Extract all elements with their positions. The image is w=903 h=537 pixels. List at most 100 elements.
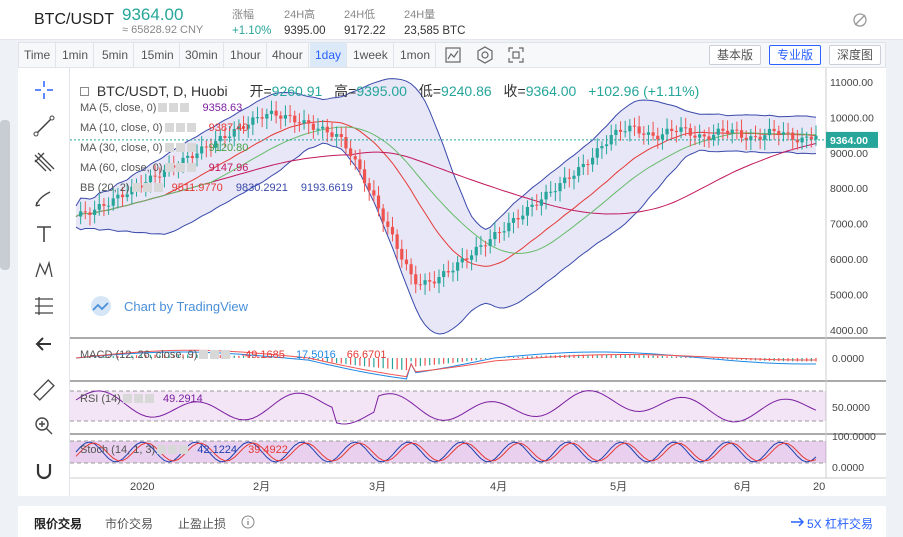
tf-4hour[interactable]: 4hour xyxy=(267,43,309,67)
rsi-legend[interactable]: RSI (14) 49.2914 xyxy=(80,393,203,405)
ma30-legend[interactable]: MA (30, close, 0) 9120.80 xyxy=(80,142,248,154)
tf-1day[interactable]: 1day xyxy=(310,43,348,67)
leverage-icon xyxy=(791,517,804,527)
stat-change: 涨幅 +1.10% xyxy=(232,6,271,37)
stat-high: 24H高 9395.00 xyxy=(284,6,326,37)
magnet-icon[interactable] xyxy=(32,460,56,484)
tf-30min[interactable]: 30min xyxy=(180,43,224,67)
chart-type-icon[interactable] xyxy=(443,45,463,65)
candle-body xyxy=(558,183,562,192)
bb-legend[interactable]: BB (20, 2) 9511.9770 9830.2921 9193.6619 xyxy=(80,182,353,194)
mode-pro-button[interactable]: 专业版 xyxy=(769,45,822,65)
candle-body xyxy=(516,218,520,220)
candle-body xyxy=(232,128,236,137)
ma60-value: 9147.96 xyxy=(208,162,249,174)
tab-stop-order[interactable]: 止盈止损 xyxy=(178,517,227,531)
chart-area[interactable]: 11000.00 10000.00 9000.00 8000.00 7000.00 600… xyxy=(70,68,886,496)
tab-limit-order[interactable]: 限价交易 xyxy=(34,517,83,531)
candle-body xyxy=(577,167,581,176)
stoch-k-value: 42.1224 xyxy=(197,444,238,456)
fib-icon[interactable] xyxy=(32,294,56,318)
screenshot-icon[interactable] xyxy=(506,45,526,65)
candle-body xyxy=(716,128,720,135)
candle-body xyxy=(651,132,655,136)
candle-body xyxy=(781,132,786,135)
stat-low-value: 9172.22 xyxy=(344,25,386,37)
ma10-legend[interactable]: MA (10, close, 0) 9387.40 xyxy=(80,122,248,134)
candle-body xyxy=(795,139,799,143)
candle-body xyxy=(97,204,101,210)
ma5-legend[interactable]: MA (5, close, 0) 9358.63 xyxy=(80,102,242,114)
ma60-legend[interactable]: MA (60, close, 0) 9147.96 xyxy=(80,162,248,174)
candle-body xyxy=(460,258,464,263)
tf-time[interactable]: Time xyxy=(19,43,57,67)
candle-body xyxy=(353,156,357,160)
ma10-value: 9387.40 xyxy=(208,122,249,134)
close-value: 9364.00 xyxy=(525,83,577,99)
candle-body xyxy=(521,215,525,220)
candle-body xyxy=(288,115,292,117)
candle-body xyxy=(628,125,632,132)
chart-toolbar: Time 1min 5min 15min 30min 1hour 4hour 1… xyxy=(18,42,886,68)
candle-body xyxy=(618,129,623,132)
ohlc-legend: BTC/USDT, D, Huobi 开=9260.91 高=9395.00 低… xyxy=(80,81,699,101)
candle-body xyxy=(120,194,125,198)
tab-market-order[interactable]: 市价交易 xyxy=(105,517,154,531)
candle-body xyxy=(358,159,362,170)
macd-legend[interactable]: MACD (12, 26, close, 9) -49.1685 17.5016… xyxy=(80,349,387,361)
candle-body xyxy=(623,131,627,133)
pattern-icon[interactable] xyxy=(32,258,56,282)
tf-1mon[interactable]: 1mon xyxy=(395,43,437,67)
candle-body xyxy=(446,271,450,273)
candle-body xyxy=(400,248,404,260)
candle-body xyxy=(511,218,516,223)
candle-body xyxy=(656,135,660,140)
text-icon[interactable] xyxy=(32,222,56,246)
candle-body xyxy=(297,122,301,124)
brush-icon[interactable] xyxy=(32,186,56,210)
back-arrow-icon[interactable] xyxy=(32,332,56,356)
crosshair-icon[interactable] xyxy=(32,78,56,102)
candle-body xyxy=(572,175,576,179)
ruler-icon[interactable] xyxy=(32,378,56,402)
candle-body xyxy=(241,126,246,129)
candle-body xyxy=(465,258,469,260)
candle-body xyxy=(390,226,395,235)
eye-off-icon[interactable] xyxy=(852,12,868,28)
trendline-icon[interactable] xyxy=(32,114,56,138)
candle-body xyxy=(469,255,474,260)
ticker-header: BTC/USDT 9364.00 ≈ 65828.92 CNY 涨幅 +1.10… xyxy=(0,0,903,40)
candle-body xyxy=(679,127,683,132)
candle-body xyxy=(674,130,678,132)
tradingview-watermark[interactable]: Chart by TradingView xyxy=(88,296,248,316)
rsi-value: 49.2914 xyxy=(163,393,203,405)
candle-body xyxy=(549,191,553,193)
pitchfork-icon[interactable] xyxy=(32,150,56,174)
zoom-icon[interactable] xyxy=(32,414,56,438)
current-price-tag xyxy=(826,131,878,148)
high-value: 9395.00 xyxy=(356,83,407,99)
ma10-label: MA (10, close, 0) xyxy=(80,122,163,134)
tf-1hour[interactable]: 1hour xyxy=(225,43,267,67)
stoch-legend[interactable]: Stoch (14, 1, 3) 42.1224 39.4922 xyxy=(80,444,288,456)
collapse-legend-icon[interactable] xyxy=(80,87,89,96)
price-tick-label: 10000.00 xyxy=(830,112,874,124)
rsi-line xyxy=(75,390,817,425)
leverage-trade-link[interactable]: 5X 杠杆交易 xyxy=(807,517,874,531)
candle-body xyxy=(483,245,488,247)
info-icon[interactable] xyxy=(241,515,255,529)
tf-15min[interactable]: 15min xyxy=(136,43,180,67)
page-scrollbar[interactable] xyxy=(0,120,10,270)
candle-body xyxy=(767,128,772,136)
tf-1min[interactable]: 1min xyxy=(57,43,95,67)
candle-body xyxy=(507,222,511,232)
mode-basic-button[interactable]: 基本版 xyxy=(709,45,762,65)
mode-depth-button[interactable]: 深度图 xyxy=(829,45,882,65)
settings-icon[interactable] xyxy=(475,45,495,65)
pair-name[interactable]: BTC/USDT xyxy=(34,11,114,28)
tf-5min[interactable]: 5min xyxy=(97,43,135,67)
chart-canvas[interactable]: 11000.00 10000.00 9000.00 8000.00 7000.00 600… xyxy=(70,68,886,496)
candle-body xyxy=(730,129,734,134)
time-tick-label: 2月 xyxy=(253,481,270,493)
tf-1week[interactable]: 1week xyxy=(348,43,394,67)
